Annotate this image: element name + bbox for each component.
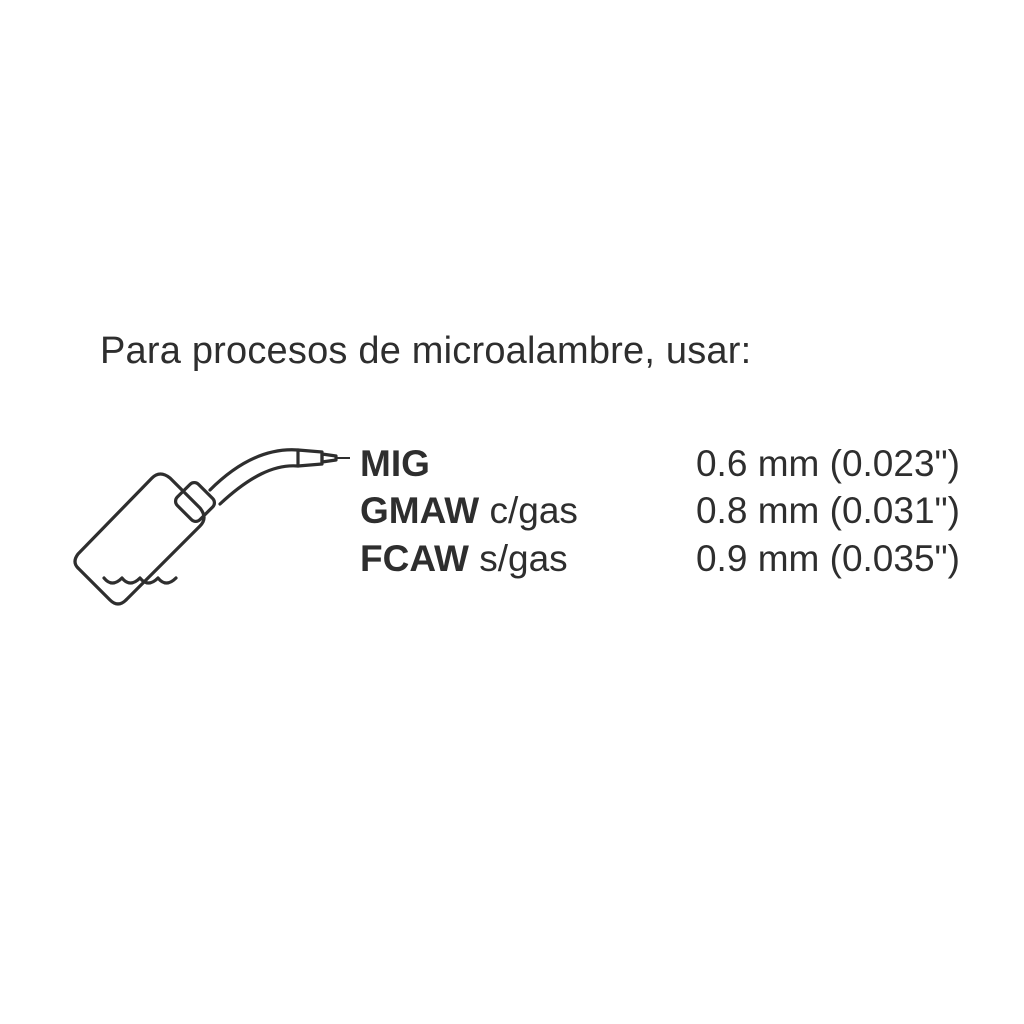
process-code: MIG <box>360 443 430 484</box>
process-row: MIG <box>360 440 578 487</box>
mig-torch-icon <box>60 420 350 620</box>
wire-size: 0.9 mm (0.035") <box>660 535 960 582</box>
infographic-container: Para procesos de microalambre, usar: <box>0 0 1024 1024</box>
wire-size: 0.6 mm (0.023") <box>660 440 960 487</box>
process-list: MIG GMAW c/gas FCAW s/gas <box>360 440 578 582</box>
process-row: GMAW c/gas <box>360 487 578 534</box>
process-code: FCAW <box>360 538 469 579</box>
heading-text: Para procesos de microalambre, usar: <box>100 330 751 373</box>
wire-size-list: 0.6 mm (0.023") 0.8 mm (0.031") 0.9 mm (… <box>660 440 960 582</box>
process-suffix: c/gas <box>479 490 578 531</box>
process-code: GMAW <box>360 490 479 531</box>
wire-size: 0.8 mm (0.031") <box>660 487 960 534</box>
process-suffix: s/gas <box>469 538 568 579</box>
process-row: FCAW s/gas <box>360 535 578 582</box>
